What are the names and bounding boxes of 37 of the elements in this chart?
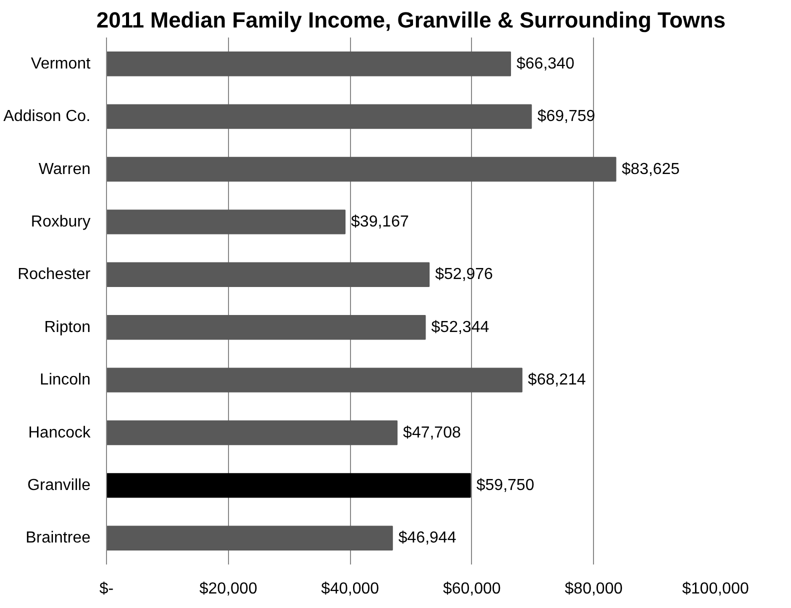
bar xyxy=(106,51,512,76)
data-label: $47,708 xyxy=(403,424,461,442)
bar xyxy=(106,526,393,551)
data-label: $66,340 xyxy=(516,55,574,72)
chart-title: 2011 Median Family Income, Granville & Surrounding Towns xyxy=(96,8,726,32)
data-label: $52,976 xyxy=(435,266,494,284)
x-tick-label: $60,000 xyxy=(442,580,501,598)
y-tick-label: Braintree xyxy=(26,530,91,547)
data-label: $39,167 xyxy=(351,213,409,230)
y-tick-label: Hancock xyxy=(28,424,92,442)
bar xyxy=(106,420,398,446)
x-tick-label: $- xyxy=(99,580,114,598)
data-label: $59,750 xyxy=(476,476,534,494)
y-tick-label: Addison Co. xyxy=(3,108,91,126)
x-tick-label: $20,000 xyxy=(199,580,258,598)
bar xyxy=(106,262,430,288)
bar xyxy=(106,368,522,392)
y-tick-label: Warren xyxy=(38,160,90,178)
bar xyxy=(106,104,532,129)
x-tick-label: $40,000 xyxy=(321,580,380,598)
bar xyxy=(106,473,471,498)
data-label: $46,944 xyxy=(398,530,456,547)
data-label: $52,344 xyxy=(431,318,490,336)
bar xyxy=(106,314,426,340)
y-tick-label: Ripton xyxy=(44,318,90,336)
y-tick-label: Lincoln xyxy=(40,372,90,389)
y-tick-label: Rochester xyxy=(18,266,92,284)
x-tick-label: $80,000 xyxy=(564,580,623,598)
bar xyxy=(106,156,616,182)
x-tick-label: $100,000 xyxy=(682,580,749,598)
bar xyxy=(106,210,346,234)
data-label: $69,759 xyxy=(537,108,596,126)
data-label: $68,214 xyxy=(528,372,586,389)
y-tick-label: Roxbury xyxy=(30,213,90,230)
data-label: $83,625 xyxy=(622,160,680,178)
y-tick-label: Vermont xyxy=(30,55,92,72)
y-tick-label: Granville xyxy=(27,476,91,494)
